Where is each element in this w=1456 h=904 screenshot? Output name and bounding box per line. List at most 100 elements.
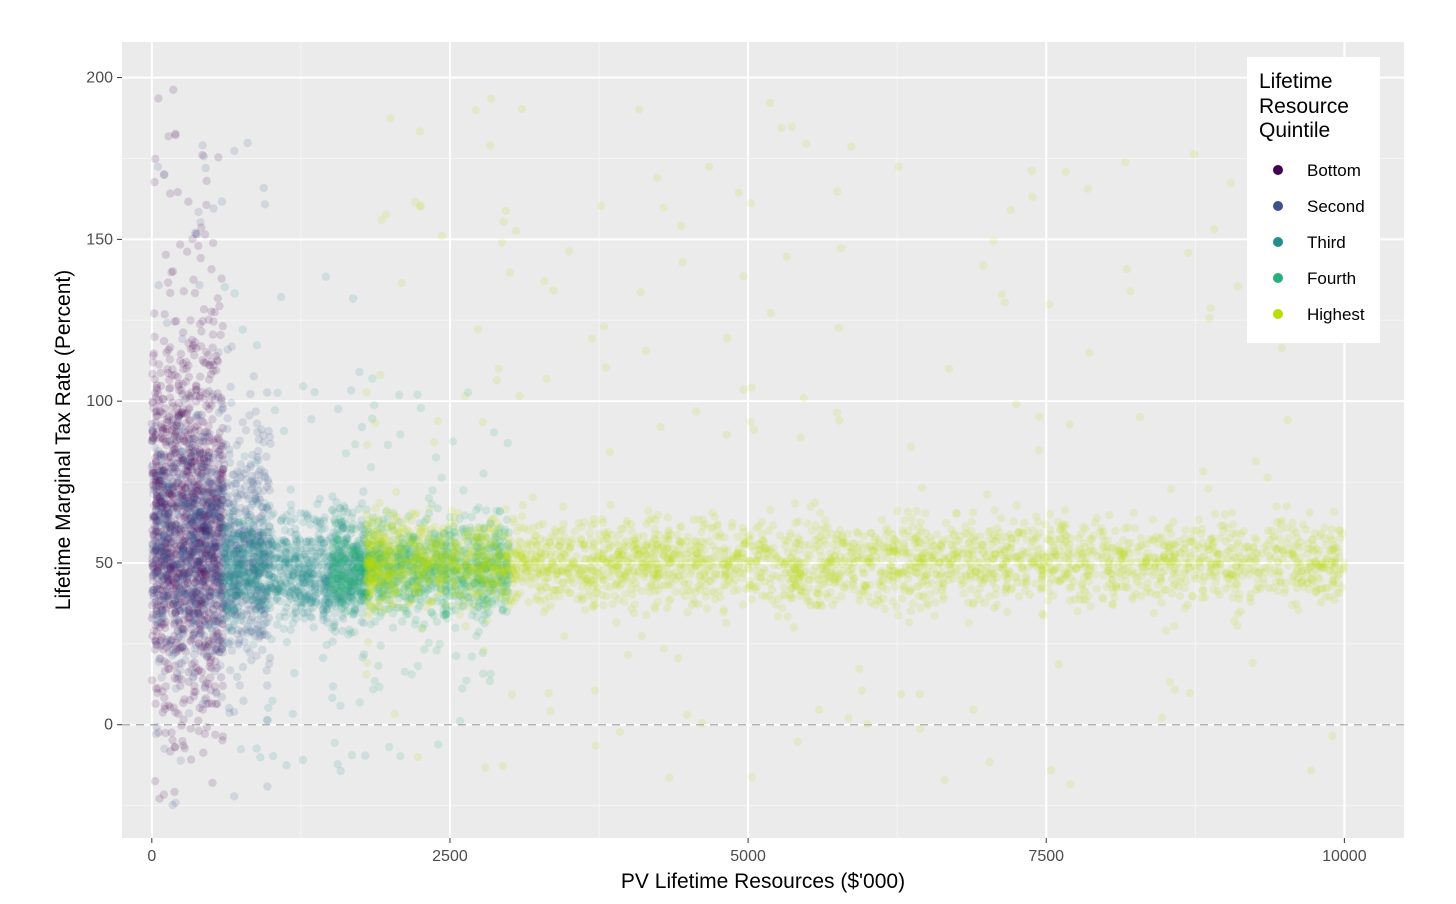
data-point [167,609,177,618]
data-point [185,454,194,463]
data-point [161,250,170,259]
data-point [195,391,204,400]
data-point [161,538,171,547]
data-point [166,563,175,572]
data-point [216,673,226,682]
data-point [160,542,170,552]
data-point [154,511,164,520]
data-point [148,562,158,571]
data-point [328,637,337,646]
data-point [246,389,255,399]
data-point [200,610,209,619]
data-point [196,538,206,547]
data-point [183,493,192,502]
data-point [198,151,207,160]
data-point [313,517,322,527]
data-point [165,543,175,553]
data-point [193,547,202,556]
data-point [185,521,194,530]
data-point [157,470,166,480]
data-point [194,207,203,217]
data-point [182,537,191,546]
data-point [207,652,216,661]
data-point [211,531,220,541]
data-point [218,536,227,546]
data-point [172,525,181,534]
data-point [203,451,213,460]
data-point [341,449,351,458]
data-point [192,344,201,353]
data-point [195,545,204,554]
data-point [162,415,172,424]
data-point [204,350,213,360]
data-point [178,698,188,708]
data-point [207,502,216,511]
data-point [202,699,211,709]
data-point [165,664,174,673]
data-point [204,404,214,414]
data-point [179,456,188,465]
data-point [151,498,161,508]
data-point [209,553,219,562]
data-point [173,504,182,513]
data-point [189,275,198,284]
data-point [202,428,211,437]
data-point [467,652,477,661]
data-point [157,632,166,641]
data-point [188,446,197,455]
data-point [172,575,181,584]
data-point [218,455,228,464]
data-point [190,493,199,502]
data-point [190,564,199,574]
data-point [260,200,270,209]
data-point [174,604,183,614]
data-point [199,649,209,659]
data-point [195,446,204,455]
data-point [189,547,198,557]
data-point [168,446,177,456]
data-point [159,573,168,582]
data-point [208,415,217,424]
data-point [206,514,215,523]
data-point [183,468,192,477]
data-point [149,561,158,570]
data-point [462,676,471,685]
data-point [201,437,211,447]
data-point [177,675,186,684]
data-point [148,426,157,435]
data-point [313,500,322,509]
data-point [154,446,163,456]
data-point [161,605,170,615]
data-point [252,497,261,506]
data-point [218,528,227,538]
data-point [186,755,196,764]
data-point [201,550,210,559]
data-point [197,595,206,605]
data-point [147,462,157,472]
data-point [159,645,168,654]
data-point [198,542,207,552]
data-point [208,436,218,445]
data-point [204,525,213,534]
data-point [150,309,159,318]
data-point [189,609,198,618]
data-point [222,440,231,449]
data-point [265,653,275,663]
data-point [156,592,165,601]
data-point [503,438,512,448]
data-point [194,538,204,547]
data-point [172,573,181,582]
data-point [152,502,161,511]
data-point [398,617,407,626]
data-point [157,561,166,570]
data-point [200,428,209,437]
data-point [160,466,169,475]
data-point [208,553,217,563]
data-point [215,475,224,485]
data-point [186,501,196,510]
data-point [176,551,185,560]
data-point [197,417,206,426]
data-point [216,592,225,601]
data-point [207,401,216,410]
data-point [188,588,198,597]
